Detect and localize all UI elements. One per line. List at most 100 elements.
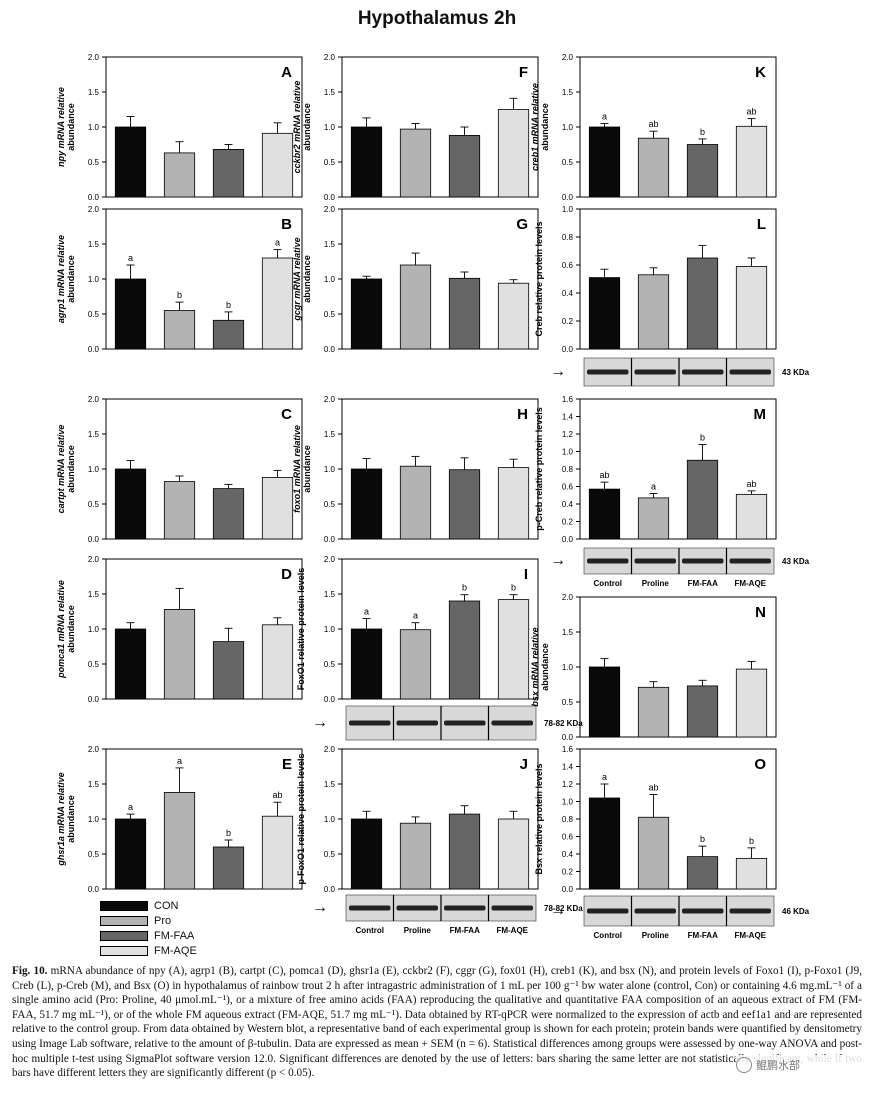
y-axis-label-line: Creb relative protein levels <box>534 221 544 336</box>
significance-letter: b <box>700 127 705 137</box>
y-axis-label: cartpt mRNA relativeabundance <box>56 425 76 514</box>
bar-con <box>350 468 383 540</box>
y-tick-label: 2.0 <box>562 593 574 602</box>
y-tick-label: 0.5 <box>324 310 336 319</box>
blot-group-label: FM-AQE <box>496 926 528 935</box>
y-axis-label-line: abundance <box>540 643 550 691</box>
protein-band <box>682 558 724 564</box>
y-axis-label-line: abundance <box>302 103 312 151</box>
bar-con <box>350 628 383 700</box>
bar-fm-faa <box>212 846 245 890</box>
panel-letter: J <box>520 756 528 773</box>
y-tick-label: 0.0 <box>88 695 100 704</box>
y-tick-label: 2.0 <box>562 53 574 62</box>
panel-letter: F <box>519 64 528 81</box>
y-tick-label: 1.5 <box>88 590 100 599</box>
bar-con <box>114 126 147 198</box>
y-tick-label: 1.0 <box>562 123 574 132</box>
bar-fm-faa <box>448 277 481 350</box>
figure-title: Hypothalamus 2h <box>357 8 517 29</box>
y-axis-label-line: npy mRNA relative <box>56 87 66 167</box>
y-tick-label: 1.5 <box>324 590 336 599</box>
y-tick-label: 0.5 <box>562 158 574 167</box>
bar-fm-faa <box>448 600 481 700</box>
bar-con <box>588 666 621 738</box>
y-tick-label: 0.4 <box>562 500 574 509</box>
y-tick-label: 0.2 <box>562 868 574 877</box>
bar-fm-aqe <box>497 467 530 540</box>
y-tick-label: 2.0 <box>88 205 100 214</box>
panel-letter: E <box>282 756 292 773</box>
bar-fm-aqe <box>261 257 294 350</box>
protein-band <box>444 720 486 726</box>
blot-kda-label: 43 KDa <box>782 557 810 566</box>
y-axis-label-line: foxo1 mRNA relative <box>292 425 302 513</box>
y-tick-label: 1.0 <box>324 465 336 474</box>
y-tick-label: 1.0 <box>562 798 574 807</box>
y-axis-label: FoxO1 relative protein levels <box>296 568 306 691</box>
y-axis-label: gcgr mRNA relativeabundance <box>292 237 312 321</box>
y-tick-label: 2.0 <box>88 745 100 754</box>
arrow-icon: → <box>550 552 566 569</box>
protein-band <box>634 369 676 375</box>
y-axis-label-line: p-FoxO1 relative protein levels <box>296 753 306 884</box>
bar-pro <box>637 274 670 350</box>
panel-l: 0.0 0.2 0.4 0.6 0.8 1.0 Creb relative protein … <box>534 205 810 387</box>
blot-group-label: Control <box>594 579 622 588</box>
bar-pro <box>637 497 670 540</box>
protein-band <box>587 558 629 564</box>
bar-fm-aqe <box>497 282 530 350</box>
protein-band <box>587 908 629 914</box>
bar-fm-aqe <box>261 132 294 198</box>
y-tick-label: 0.0 <box>324 535 336 544</box>
bar-fm-faa <box>686 685 719 738</box>
y-axis-label-line: abundance <box>66 103 76 151</box>
arrow-icon: → <box>550 363 566 380</box>
bar-con <box>588 797 621 890</box>
protein-band <box>682 908 724 914</box>
bar-con <box>588 126 621 198</box>
panel-letter: K <box>755 64 766 81</box>
significance-letter: a <box>651 482 656 492</box>
blot-group-label: Proline <box>642 931 670 940</box>
y-axis-label: agrp1 mRNA relativeabundance <box>56 235 76 323</box>
y-tick-label: 2.0 <box>324 53 336 62</box>
y-axis-label: ghsr1a mRNA relativeabundance <box>56 772 76 866</box>
bar-fm-aqe <box>735 668 768 738</box>
significance-letter: a <box>413 611 418 621</box>
significance-letter: a <box>602 772 607 782</box>
legend-swatch <box>100 930 148 941</box>
y-tick-label: 0.0 <box>562 733 574 742</box>
blot-group-label: FM-AQE <box>734 931 766 940</box>
legend-item-con: CON <box>100 898 197 913</box>
bar-fm-faa <box>448 469 481 540</box>
y-axis-label: pomca1 mRNA relativeabundance <box>56 580 76 679</box>
protein-band <box>634 908 676 914</box>
significance-letter: b <box>226 300 231 310</box>
bar-con <box>588 488 621 540</box>
significance-letter: ab <box>746 107 756 117</box>
caption-label: Fig. 10. <box>12 965 48 977</box>
panel-j: 0.0 0.5 1.0 1.5 2.0 p-FoxO1 relative protein … <box>296 745 583 935</box>
bar-pro <box>163 481 196 540</box>
bar-fm-aqe <box>497 818 530 890</box>
significance-letter: ab <box>746 479 756 489</box>
bar-con <box>350 818 383 890</box>
y-tick-label: 0.0 <box>324 885 336 894</box>
panel-f: 0.0 0.5 1.0 1.5 2.0 cckbr2 mRNA relativeabund… <box>292 53 539 202</box>
y-tick-label: 2.0 <box>324 555 336 564</box>
y-axis-label-line: cartpt mRNA relative <box>56 425 66 514</box>
bar-con <box>350 126 383 198</box>
blot-group-label: FM-FAA <box>450 926 480 935</box>
y-axis-label: Creb relative protein levels <box>534 221 544 336</box>
panel-letter: C <box>281 406 292 423</box>
panel-o: 0.0 0.2 0.4 0.6 0.8 1.0 1.2 1.4 1.6 Bsx relative … <box>534 745 810 940</box>
bar-pro <box>399 128 432 198</box>
y-tick-label: 0.2 <box>562 317 574 326</box>
bar-fm-faa <box>686 856 719 890</box>
bar-con <box>350 278 383 350</box>
y-tick-label: 1.5 <box>88 430 100 439</box>
legend-label: Pro <box>154 914 172 927</box>
bar-con <box>114 628 147 700</box>
y-tick-label: 0.5 <box>324 850 336 859</box>
